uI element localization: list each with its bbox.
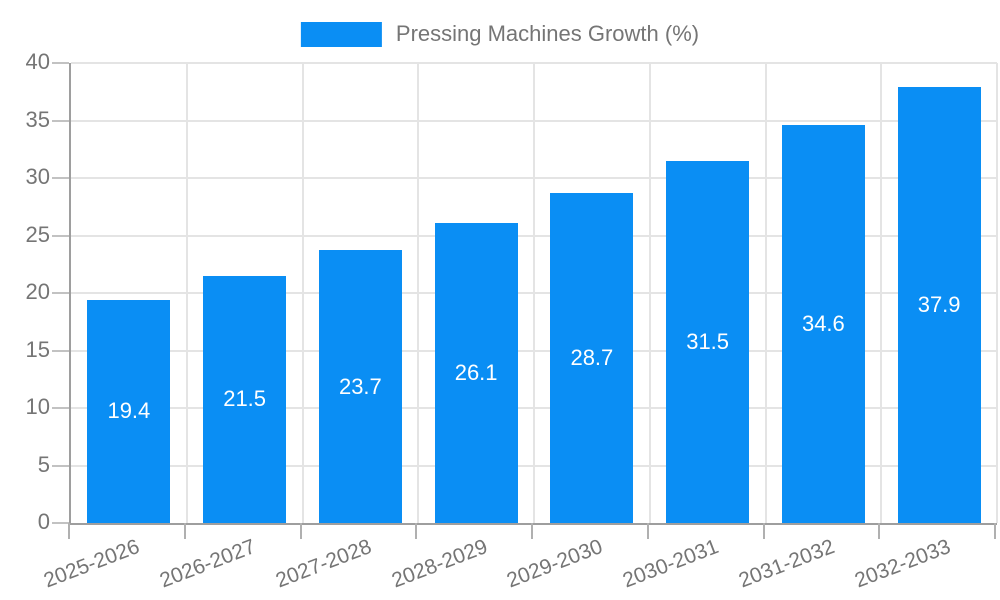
x-axis-tick-label: 2031-2032 xyxy=(735,535,838,593)
y-axis-tick-label: 40 xyxy=(25,49,50,74)
y-axis-tick-mark xyxy=(52,234,69,237)
y-axis-tick-mark xyxy=(52,522,69,524)
x-axis-tick-mark xyxy=(68,523,70,539)
x-gridline xyxy=(996,63,998,523)
y-axis-tick-label: 35 xyxy=(25,106,50,132)
x-axis-tick-mark xyxy=(762,523,765,539)
bar-2032-2033[interactable]: 37.9 xyxy=(897,87,981,523)
x-gridline xyxy=(301,63,304,523)
bar-value-label: 37.9 xyxy=(917,292,961,318)
x-axis-tick-mark xyxy=(299,523,302,539)
y-axis-tick-label: 10 xyxy=(25,394,50,419)
y-axis-tick-label: 20 xyxy=(25,279,50,304)
bar-2031-2032[interactable]: 34.6 xyxy=(781,125,865,523)
x-axis-tick-mark xyxy=(183,523,186,539)
x-gridline xyxy=(648,63,651,523)
x-axis-tick-label: 2025-2026 xyxy=(41,535,144,593)
x-axis-tick-mark xyxy=(646,523,649,539)
y-axis-tick-mark xyxy=(52,292,69,294)
x-gridline xyxy=(185,63,188,523)
x-axis-tick-label: 2026-2027 xyxy=(156,535,259,593)
bar-value-label: 19.4 xyxy=(107,398,151,424)
x-axis-tick-mark xyxy=(415,523,418,539)
y-axis-tick-mark xyxy=(52,62,69,64)
y-axis-tick-label: 25 xyxy=(25,221,50,247)
bar-2027-2028[interactable]: 23.7 xyxy=(318,250,402,523)
legend-swatch-icon xyxy=(300,21,382,47)
x-axis-tick-mark xyxy=(878,523,881,539)
y-axis-tick-label: 5 xyxy=(37,451,50,477)
bar-value-label: 26.1 xyxy=(454,359,498,385)
x-gridline xyxy=(764,63,767,523)
x-gridline xyxy=(533,63,535,523)
y-axis-tick-mark xyxy=(52,407,69,409)
y-axis-tick-label: 15 xyxy=(25,336,50,362)
legend-label: Pressing Machines Growth (%) xyxy=(395,21,700,46)
bar-value-label: 23.7 xyxy=(338,373,382,399)
bar-2025-2026[interactable]: 19.4 xyxy=(87,299,171,523)
x-gridline xyxy=(880,63,883,523)
x-axis-tick-label: 2032-2033 xyxy=(851,535,954,593)
x-axis-tick-label: 2027-2028 xyxy=(272,535,375,593)
x-axis-tick-mark xyxy=(994,523,996,539)
bar-value-label: 28.7 xyxy=(570,344,614,370)
y-axis-tick-label: 0 xyxy=(37,509,50,534)
y-axis-tick-label: 30 xyxy=(25,164,50,189)
bar-2026-2027[interactable]: 21.5 xyxy=(203,275,287,523)
x-axis-tick-label: 2030-2031 xyxy=(619,535,722,593)
bar-2028-2029[interactable]: 26.1 xyxy=(434,222,518,523)
y-axis-tick-mark xyxy=(52,177,69,179)
plot-area: 19.4 21.5 23.7 26.1 28.7 31.5 34.6 37.9 xyxy=(69,62,998,525)
chart-legend[interactable]: Pressing Machines Growth (%) xyxy=(300,21,700,47)
y-axis-tick-mark xyxy=(52,119,69,122)
bar-value-label: 21.5 xyxy=(223,386,267,412)
bar-value-label: 31.5 xyxy=(686,328,730,354)
y-axis-tick-mark xyxy=(52,349,69,352)
bar-2029-2030[interactable]: 28.7 xyxy=(550,192,634,523)
x-gridline xyxy=(417,63,420,523)
bar-value-label: 34.6 xyxy=(801,311,845,337)
x-axis-tick-label: 2028-2029 xyxy=(388,535,491,593)
x-axis-tick-mark xyxy=(531,523,533,539)
y-axis-tick-mark xyxy=(52,464,69,467)
bar-2030-2031[interactable]: 31.5 xyxy=(666,160,750,523)
x-axis-tick-label: 2029-2030 xyxy=(504,535,607,593)
